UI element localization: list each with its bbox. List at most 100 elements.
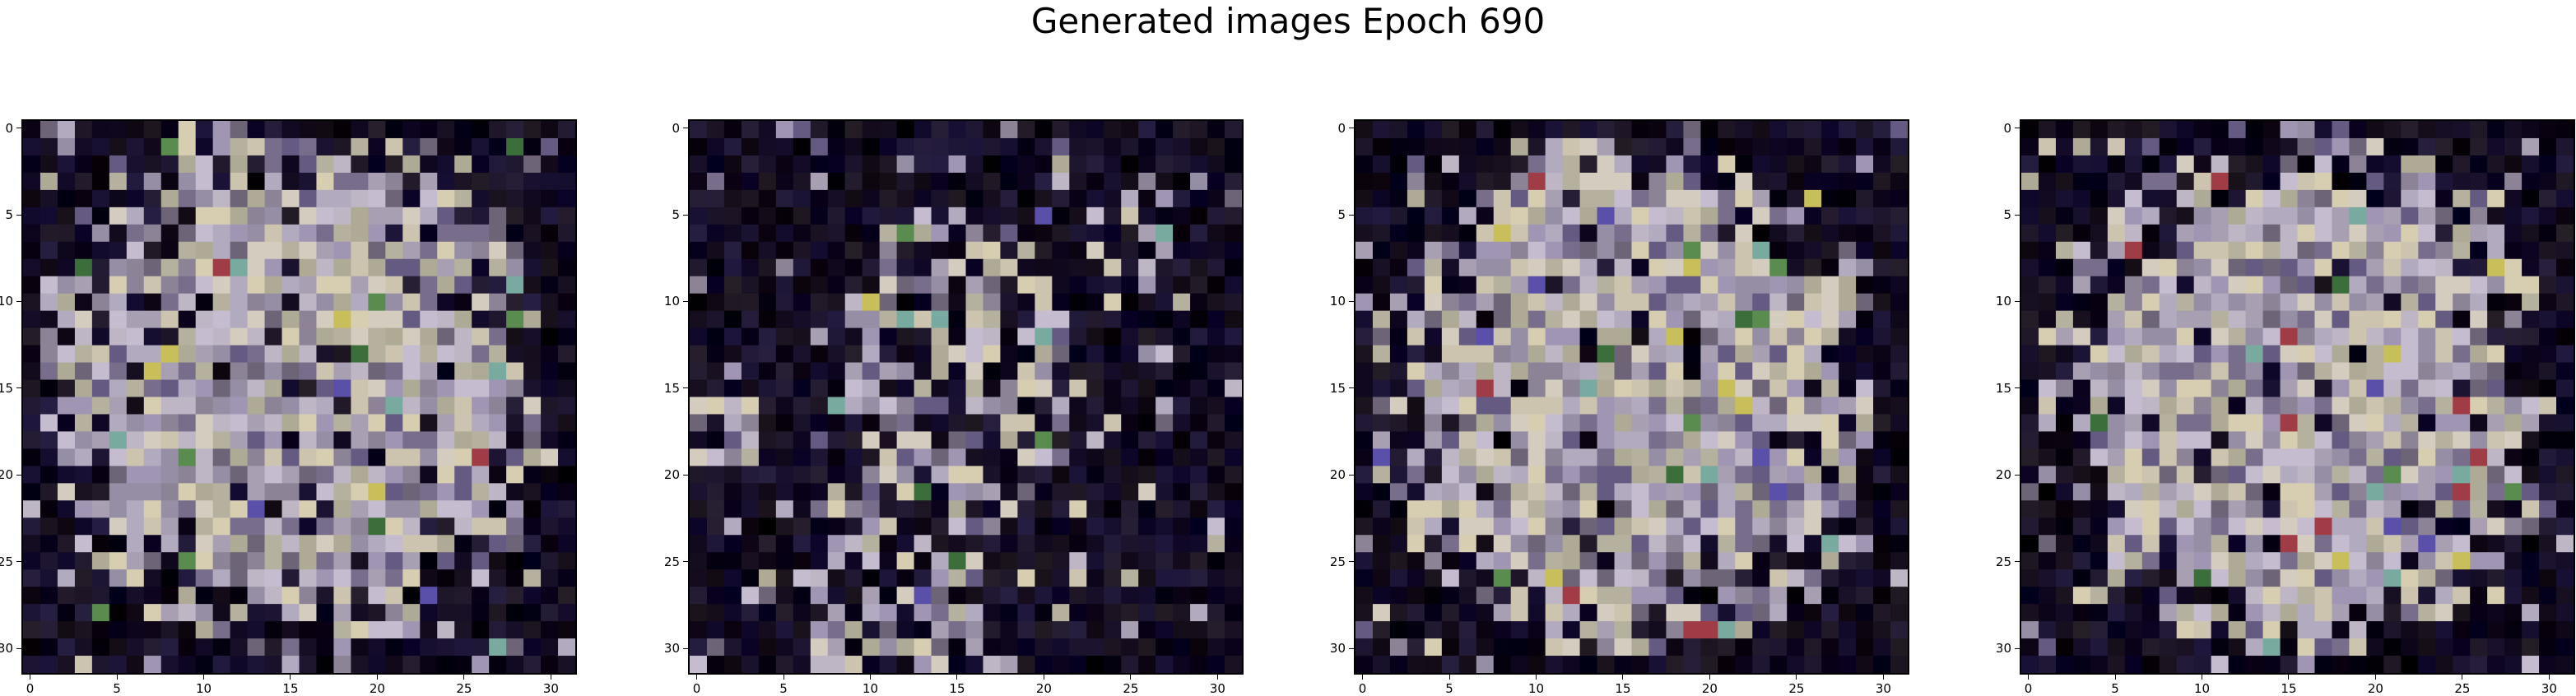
pixel-cell bbox=[2366, 535, 2384, 553]
pixel-cell bbox=[1821, 276, 1839, 295]
pixel-cell bbox=[489, 121, 507, 139]
pixel-cell bbox=[2556, 155, 2574, 174]
pixel-cell bbox=[2211, 327, 2230, 346]
pixel-cell bbox=[1086, 327, 1104, 346]
pixel-cell bbox=[706, 172, 725, 191]
pixel-cell bbox=[793, 621, 811, 639]
pixel-cell bbox=[827, 587, 846, 605]
pixel-cell bbox=[1856, 638, 1874, 657]
pixel-cell bbox=[230, 569, 249, 587]
pixel-cell bbox=[844, 431, 863, 450]
pixel-cell bbox=[2539, 517, 2557, 536]
pixel-cell bbox=[2090, 189, 2109, 208]
pixel-cell bbox=[1527, 535, 1546, 553]
pixel-cell bbox=[333, 466, 352, 484]
pixel-cell bbox=[1804, 638, 1822, 657]
pixel-cell bbox=[1631, 621, 1650, 639]
pixel-cell bbox=[2435, 327, 2453, 346]
pixel-cell bbox=[1562, 121, 1581, 139]
pixel-cell bbox=[2090, 431, 2109, 450]
pixel-cell bbox=[1890, 500, 1908, 518]
pixel-cell bbox=[1821, 483, 1839, 501]
pixel-cell bbox=[1000, 379, 1019, 398]
pixel-cell bbox=[983, 587, 1002, 605]
pixel-cell bbox=[793, 327, 811, 346]
pixel-cell bbox=[1631, 155, 1650, 174]
pixel-cell bbox=[2176, 362, 2195, 381]
pixel-cell bbox=[741, 569, 760, 587]
pixel-cell bbox=[385, 500, 403, 518]
pixel-cell bbox=[1648, 466, 1667, 484]
pixel-cell bbox=[827, 362, 846, 381]
pixel-cell bbox=[1752, 155, 1770, 174]
pixel-cell bbox=[420, 241, 438, 260]
pixel-cell bbox=[472, 656, 490, 673]
pixel-cell bbox=[1000, 121, 1019, 139]
pixel-cell bbox=[2245, 172, 2264, 191]
pixel-cell bbox=[541, 310, 559, 329]
pixel-cell bbox=[1787, 638, 1805, 657]
pixel-cell bbox=[2366, 224, 2384, 243]
pixel-cell bbox=[109, 206, 128, 225]
pixel-cell bbox=[109, 310, 128, 329]
pixel-cell bbox=[2211, 604, 2230, 622]
pixel-cell bbox=[178, 604, 197, 622]
pixel-cell bbox=[2297, 379, 2316, 398]
pixel-cell bbox=[1355, 587, 1374, 605]
pixel-cell bbox=[91, 345, 110, 364]
pixel-cell bbox=[1035, 587, 1053, 605]
pixel-cell bbox=[1017, 604, 1035, 622]
pixel-cell bbox=[1355, 397, 1374, 415]
pixel-cell bbox=[195, 431, 214, 450]
pixel-cell bbox=[316, 535, 335, 553]
pixel-cell bbox=[2193, 587, 2212, 605]
pixel-cell bbox=[1579, 604, 1598, 622]
x-tick-label: 30 bbox=[2541, 681, 2557, 696]
pixel-cell bbox=[420, 431, 438, 450]
pixel-cell bbox=[914, 189, 932, 208]
pixel-cell bbox=[1424, 327, 1443, 346]
pixel-cell bbox=[1579, 172, 1598, 191]
pixel-cell bbox=[2332, 638, 2350, 657]
pixel-cell bbox=[1173, 224, 1191, 243]
pixel-cell bbox=[2332, 483, 2350, 501]
pixel-cell bbox=[558, 206, 575, 225]
pixel-cell bbox=[2228, 587, 2247, 605]
pixel-cell bbox=[247, 552, 266, 570]
pixel-cell bbox=[126, 397, 145, 415]
pixel-cell bbox=[160, 552, 179, 570]
pixel-cell bbox=[1631, 345, 1650, 364]
pixel-cell bbox=[2401, 638, 2419, 657]
pixel-cell bbox=[931, 206, 950, 225]
pixel-cell bbox=[1597, 241, 1616, 260]
pixel-cell bbox=[948, 552, 967, 570]
pixel-cell bbox=[1527, 345, 1546, 364]
pixel-cell bbox=[2401, 172, 2419, 191]
x-tick-mark bbox=[376, 675, 378, 680]
pixel-cell bbox=[2124, 414, 2143, 433]
pixel-cell bbox=[230, 638, 249, 657]
pixel-cell bbox=[2159, 137, 2178, 156]
pixel-cell bbox=[914, 535, 932, 553]
pixel-cell bbox=[1821, 206, 1839, 225]
pixel-cell bbox=[2211, 121, 2230, 139]
pixel-cell bbox=[160, 517, 179, 536]
pixel-cell bbox=[109, 155, 128, 174]
pixel-cell bbox=[1666, 137, 1685, 156]
image-pixel-grid bbox=[1355, 121, 1908, 673]
pixel-cell bbox=[333, 517, 352, 536]
pixel-cell bbox=[741, 552, 760, 570]
pixel-cell bbox=[1787, 362, 1805, 381]
pixel-cell bbox=[1086, 621, 1104, 639]
x-tick-label: 0 bbox=[1358, 681, 1367, 696]
pixel-cell bbox=[1856, 587, 1874, 605]
pixel-cell bbox=[1493, 345, 1512, 364]
pixel-cell bbox=[758, 310, 777, 329]
pixel-cell bbox=[2435, 155, 2453, 174]
pixel-cell bbox=[40, 500, 58, 518]
pixel-cell bbox=[827, 621, 846, 639]
pixel-cell bbox=[402, 587, 421, 605]
pixel-cell bbox=[2470, 483, 2488, 501]
pixel-cell bbox=[1000, 137, 1019, 156]
pixel-cell bbox=[160, 638, 179, 657]
